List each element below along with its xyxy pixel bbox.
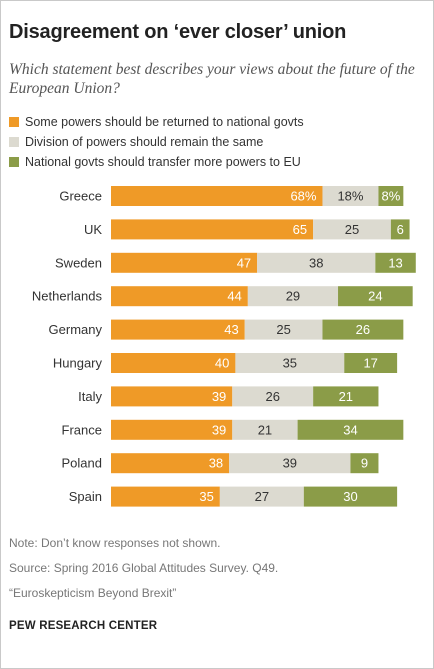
bar-greece-transfer [378, 186, 404, 206]
notes: Note: Don’t know responses not shown. So… [9, 536, 278, 611]
bar-hungary-same [235, 353, 345, 373]
data-label-poland-returned: 38 [209, 456, 223, 471]
note-dont-know: Note: Don’t know responses not shown. [9, 536, 221, 550]
legend-item-transfer: National govts should transfer more powe… [9, 152, 304, 172]
legend-swatch-returned [9, 117, 19, 127]
bar-hungary-transfer [344, 353, 398, 373]
data-label-italy-same: 26 [265, 389, 279, 404]
bar-sweden-returned [111, 252, 258, 273]
data-label-spain-same: 27 [255, 489, 269, 504]
data-label-hungary-same: 35 [283, 356, 297, 371]
bar-spain-transfer [303, 486, 398, 507]
data-label-greece-transfer: 8% [382, 189, 401, 204]
category-label-greece: Greece [59, 189, 102, 204]
legend: Some powers should be returned to nation… [9, 112, 304, 172]
legend-label-returned: Some powers should be returned to nation… [25, 115, 304, 129]
data-label-france-returned: 39 [212, 422, 226, 437]
bar-uk-returned [111, 219, 314, 240]
legend-swatch-same [9, 137, 19, 147]
category-label-sweden: Sweden [55, 255, 102, 270]
bar-poland-same [229, 453, 351, 474]
data-label-italy-returned: 39 [212, 389, 226, 404]
bar-greece-same [322, 186, 379, 206]
bar-france-transfer [297, 419, 404, 440]
legend-item-same: Division of powers should remain the sam… [9, 132, 304, 152]
bar-sweden-transfer [375, 252, 416, 273]
data-label-hungary-transfer: 17 [363, 356, 377, 371]
data-label-poland-same: 39 [283, 456, 297, 471]
data-label-netherlands-returned: 44 [227, 289, 241, 304]
bar-uk-same [313, 219, 391, 240]
bar-netherlands-same [247, 286, 339, 307]
data-label-germany-transfer: 26 [356, 322, 370, 337]
data-label-spain-transfer: 30 [343, 489, 357, 504]
bar-sweden-same [257, 252, 376, 273]
bar-germany-transfer [322, 319, 404, 340]
data-label-uk-returned: 65 [293, 222, 307, 237]
data-label-sweden-returned: 47 [237, 255, 251, 270]
category-label-hungary: Hungary [53, 356, 103, 371]
bar-france-returned [111, 419, 233, 440]
bar-germany-same [244, 319, 323, 340]
data-label-germany-returned: 43 [224, 322, 238, 337]
data-label-poland-transfer: 9 [361, 456, 368, 471]
bar-germany-returned [111, 319, 245, 340]
data-label-france-transfer: 34 [343, 422, 357, 437]
bar-netherlands-transfer [338, 286, 413, 307]
bar-poland-transfer [350, 453, 379, 474]
bar-spain-same [219, 486, 304, 507]
category-label-poland: Poland [62, 456, 102, 471]
data-label-france-same: 21 [258, 422, 272, 437]
bar-italy-transfer [313, 386, 379, 407]
data-label-uk-transfer: 6 [397, 222, 404, 237]
data-label-sweden-transfer: 13 [388, 255, 402, 270]
data-label-uk-same: 25 [345, 222, 359, 237]
data-label-netherlands-transfer: 24 [368, 289, 382, 304]
category-label-germany: Germany [49, 322, 103, 337]
note-report-title: “Euroskepticism Beyond Brexit” [9, 586, 177, 600]
legend-item-returned: Some powers should be returned to nation… [9, 112, 304, 132]
bar-france-same [232, 419, 298, 440]
legend-label-transfer: National govts should transfer more powe… [25, 155, 301, 169]
source-organization: PEW RESEARCH CENTER [9, 620, 158, 632]
bar-netherlands-returned [111, 286, 248, 307]
bar-spain-returned [111, 486, 220, 507]
bar-hungary-returned [111, 353, 236, 373]
category-label-uk: UK [84, 222, 102, 237]
data-label-spain-returned: 35 [199, 489, 213, 504]
category-label-france: France [62, 422, 102, 437]
data-label-hungary-returned: 40 [215, 356, 229, 371]
note-source: Source: Spring 2016 Global Attitudes Sur… [9, 561, 279, 575]
category-label-netherlands: Netherlands [32, 289, 103, 304]
chart-subtitle: Which statement best describes your view… [9, 61, 415, 97]
data-label-germany-same: 25 [276, 322, 290, 337]
bar-poland-returned [111, 453, 230, 474]
legend-swatch-transfer [9, 157, 19, 167]
data-label-netherlands-same: 29 [286, 289, 300, 304]
stacked-bar-chart: Greece 68% 18% 8% UK 65 25 6 Sweden 47 38 13 Netherl… [32, 186, 416, 507]
data-label-greece-same: 18% [337, 189, 363, 204]
chart-title: Disagreement on ‘ever closer’ union [9, 21, 347, 43]
category-label-italy: Italy [78, 389, 102, 404]
bar-italy-returned [111, 386, 233, 407]
legend-label-same: Division of powers should remain the sam… [25, 135, 264, 149]
bar-greece-returned [111, 186, 323, 206]
bar-italy-same [232, 386, 314, 407]
bar-uk-transfer [390, 219, 410, 240]
category-label-spain: Spain [69, 489, 102, 504]
data-label-sweden-same: 38 [309, 255, 323, 270]
data-label-italy-transfer: 21 [339, 389, 353, 404]
data-label-greece-returned: 68% [290, 189, 316, 204]
